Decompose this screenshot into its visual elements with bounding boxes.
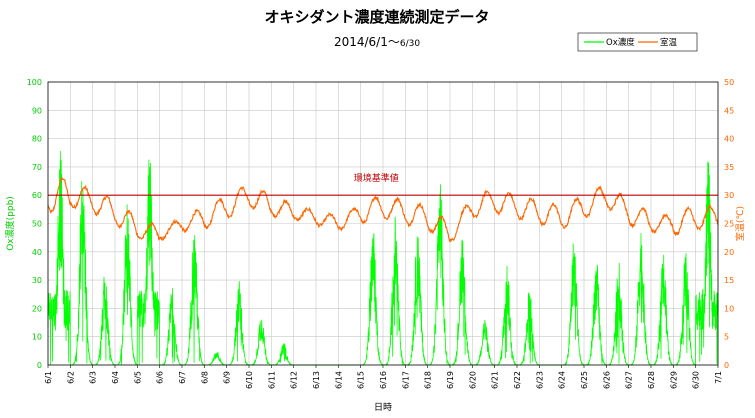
- x-tick-label: 6/28: [647, 371, 656, 389]
- y-tick-right: 10: [724, 304, 734, 313]
- reference-line: 環境基準値: [48, 172, 718, 196]
- x-tick-label: 6/4: [111, 371, 120, 384]
- y-tick-left: 60: [32, 191, 42, 200]
- x-tick-label: 6/29: [669, 371, 678, 389]
- x-tick-label: 6/1: [44, 371, 53, 384]
- x-tick-label: 6/13: [312, 371, 321, 389]
- y-ticks-right: 0 5 10 15 20 25 30 35 40 45 50: [724, 78, 734, 370]
- y-tick-right: 30: [724, 191, 734, 200]
- y-tick-left: 50: [32, 220, 42, 229]
- x-tick-label: 6/14: [334, 371, 343, 389]
- x-tick-label: 6/30: [692, 371, 701, 389]
- subtitle-main: 2014/6/1～: [334, 35, 400, 49]
- x-tick-label: 6/26: [602, 371, 611, 389]
- y-tick-left: 80: [32, 135, 42, 144]
- plot-frame: [47, 81, 719, 366]
- x-tick-label: 6/6: [156, 371, 165, 384]
- y-axis-label-right: 室温(℃): [734, 206, 746, 241]
- x-tick-label: 6/5: [133, 371, 142, 384]
- x-tick-label: 7/1: [714, 371, 723, 384]
- legend: Ox濃度 室温: [577, 32, 698, 52]
- x-tick-label: 6/19: [446, 371, 455, 389]
- x-tick-label: 6/25: [580, 371, 589, 389]
- y-tick-right: 20: [724, 248, 734, 257]
- y-tick-left: 40: [32, 248, 42, 257]
- x-tick-label: 6/2: [66, 371, 75, 384]
- x-tick-label: 6/12: [290, 371, 299, 389]
- x-tick-label: 6/18: [424, 371, 433, 389]
- x-tick-label: 6/11: [267, 371, 276, 389]
- subtitle-tail: 6/30: [400, 39, 420, 49]
- legend-box: [577, 32, 698, 52]
- x-tick-label: 6/17: [401, 371, 410, 389]
- y-tick-left: 70: [32, 163, 42, 172]
- y-tick-right: 5: [724, 333, 729, 342]
- y-tick-right: 50: [724, 78, 734, 87]
- y-tick-left: 10: [32, 333, 42, 342]
- x-tick-label: 6/16: [379, 371, 388, 389]
- y-axis-label-left: Ox濃度(ppb): [4, 196, 16, 251]
- x-tick-label: 6/8: [200, 371, 209, 384]
- legend-label-ox: Ox濃度: [606, 37, 635, 48]
- x-tick-label: 6/27: [625, 371, 634, 389]
- chart-title: オキシダント濃度連続測定データ: [264, 8, 489, 26]
- x-tick-label: 6/3: [89, 371, 98, 384]
- y-tick-left: 100: [27, 78, 42, 87]
- x-tick-label: 6/15: [357, 371, 366, 389]
- x-tick-label: 6/10: [245, 371, 254, 389]
- x-tick-label: 6/22: [513, 371, 522, 389]
- y-ticks-left: 0 10 20 30 40 50 60 70 80 90 100: [27, 78, 42, 370]
- series-line-temp: [47, 177, 719, 243]
- y-tick-right: 15: [724, 276, 734, 285]
- y-tick-right: 45: [724, 106, 734, 115]
- y-tick-right: 0: [724, 361, 729, 370]
- y-tick-right: 25: [724, 220, 734, 229]
- y-tick-left: 30: [32, 276, 42, 285]
- x-tick-label: 6/23: [535, 371, 544, 389]
- x-tick-label: 6/9: [223, 371, 232, 384]
- legend-label-temp: 室温: [660, 37, 678, 48]
- y-tick-right: 40: [724, 135, 734, 144]
- y-tick-right: 35: [724, 163, 734, 172]
- reference-line-label: 環境基準値: [354, 172, 399, 184]
- x-ticks: 6/1 6/2 6/3 6/4 6/5 6/6 6/7 6/8 6/9 6/10 6/11 6/12 6…: [44, 365, 723, 389]
- y-tick-left: 90: [32, 106, 42, 115]
- x-axis-label: 日時: [374, 402, 392, 413]
- y-tick-left: 0: [37, 361, 42, 370]
- x-tick-label: 6/24: [558, 371, 567, 389]
- x-tick-label: 6/7: [178, 371, 187, 384]
- y-tick-left: 20: [32, 304, 42, 313]
- x-tick-label: 6/20: [468, 371, 477, 389]
- chart-subtitle: 2014/6/1～6/30: [334, 35, 420, 49]
- x-tick-label: 6/21: [491, 371, 500, 389]
- series-temp: [47, 177, 719, 243]
